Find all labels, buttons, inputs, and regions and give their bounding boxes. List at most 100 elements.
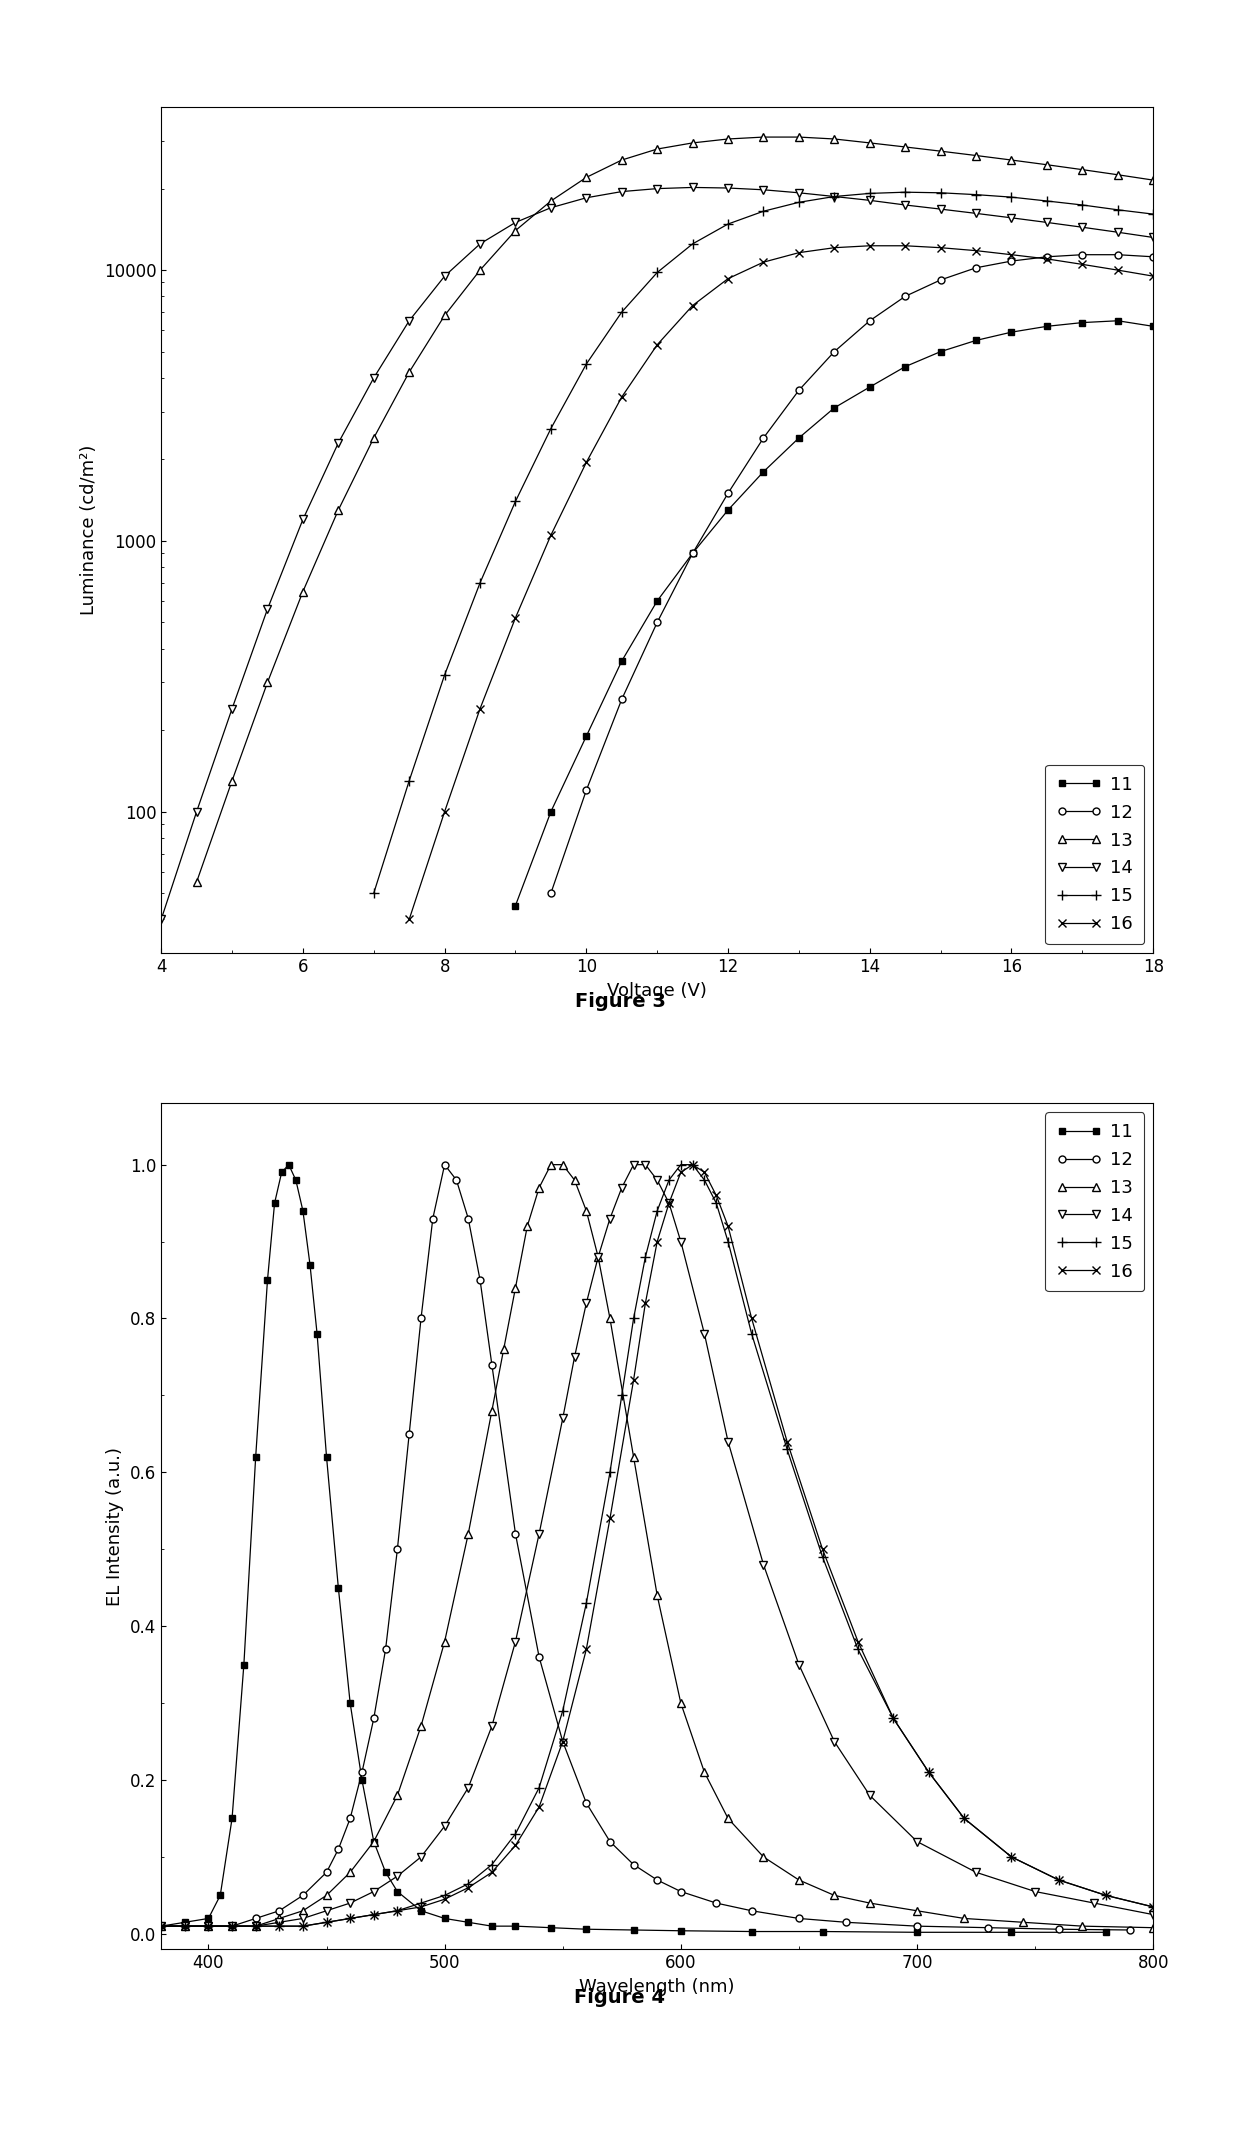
14 — [556, 1405, 570, 1431]
Line: 11: 11 — [157, 1161, 1110, 1936]
14 — [603, 1206, 618, 1232]
13 — [697, 1759, 712, 1784]
14 — [1086, 1889, 1101, 1915]
16 — [862, 233, 877, 259]
12 — [508, 1521, 523, 1547]
14 — [968, 201, 983, 227]
13 — [626, 1444, 641, 1469]
14 — [720, 176, 735, 201]
13 — [224, 769, 239, 795]
12 — [709, 1889, 724, 1915]
16 — [898, 233, 913, 259]
16 — [177, 1913, 192, 1939]
11 — [438, 1906, 453, 1932]
12 — [720, 480, 735, 506]
13 — [496, 1337, 511, 1362]
13 — [201, 1913, 216, 1939]
15 — [224, 1913, 239, 1939]
16 — [637, 1289, 652, 1315]
12 — [556, 1729, 570, 1754]
15 — [1052, 1868, 1066, 1894]
16 — [1110, 257, 1125, 283]
15 — [1075, 193, 1090, 218]
15 — [366, 1902, 381, 1928]
12 — [838, 1909, 853, 1934]
11 — [968, 328, 983, 353]
Legend: 11, 12, 13, 14, 15, 16: 11, 12, 13, 14, 15, 16 — [1045, 1112, 1145, 1292]
13 — [1146, 1915, 1161, 1941]
12 — [1004, 248, 1019, 274]
13 — [295, 578, 310, 604]
14 — [543, 195, 558, 221]
12 — [378, 1636, 393, 1662]
12 — [472, 1268, 487, 1294]
14 — [438, 1814, 453, 1840]
15 — [780, 1437, 795, 1463]
16 — [1004, 1844, 1019, 1870]
15 — [650, 1197, 665, 1223]
15 — [686, 231, 701, 257]
11 — [237, 1651, 252, 1677]
15 — [720, 1230, 735, 1255]
12 — [438, 1152, 453, 1178]
12 — [355, 1759, 370, 1784]
13 — [1039, 152, 1054, 178]
16 — [1146, 1894, 1161, 1919]
14 — [720, 1429, 735, 1454]
16 — [1146, 263, 1161, 289]
13 — [1146, 167, 1161, 193]
15 — [650, 259, 665, 285]
14 — [154, 906, 169, 932]
15 — [201, 1913, 216, 1939]
16 — [756, 248, 771, 274]
15 — [756, 199, 771, 225]
12 — [579, 1791, 594, 1816]
13 — [224, 1913, 239, 1939]
15 — [709, 1191, 724, 1217]
16 — [295, 1913, 310, 1939]
12 — [389, 1536, 404, 1562]
15 — [319, 1909, 334, 1934]
12 — [414, 1307, 429, 1332]
16 — [248, 1913, 263, 1939]
13 — [614, 148, 629, 174]
14 — [508, 1628, 523, 1654]
12 — [1122, 1917, 1137, 1943]
14 — [224, 1913, 239, 1939]
14 — [862, 188, 877, 214]
12 — [603, 1829, 618, 1855]
13 — [366, 424, 381, 450]
13 — [590, 1245, 605, 1270]
16 — [224, 1913, 239, 1939]
15 — [614, 1382, 629, 1407]
14 — [827, 1729, 842, 1754]
15 — [662, 1167, 677, 1193]
11 — [934, 338, 949, 364]
16 — [402, 906, 417, 932]
16 — [472, 696, 487, 722]
16 — [532, 1795, 547, 1821]
13 — [827, 126, 842, 152]
11 — [650, 589, 665, 615]
13 — [579, 165, 594, 191]
13 — [579, 1197, 594, 1223]
14 — [1075, 214, 1090, 240]
14 — [567, 1345, 582, 1371]
15 — [968, 182, 983, 208]
Line: 15: 15 — [156, 1159, 1158, 1930]
14 — [614, 178, 629, 203]
15 — [898, 180, 913, 206]
13 — [532, 1174, 547, 1200]
11 — [289, 1167, 304, 1193]
13 — [260, 670, 275, 696]
11 — [177, 1909, 192, 1934]
12 — [898, 283, 913, 308]
16 — [366, 1902, 381, 1928]
11 — [355, 1767, 370, 1793]
Line: 12: 12 — [547, 251, 1157, 897]
12 — [614, 685, 629, 711]
16 — [934, 236, 949, 261]
11 — [319, 1444, 334, 1469]
Text: Figure 4: Figure 4 — [574, 1988, 666, 2007]
11 — [543, 1915, 558, 1941]
